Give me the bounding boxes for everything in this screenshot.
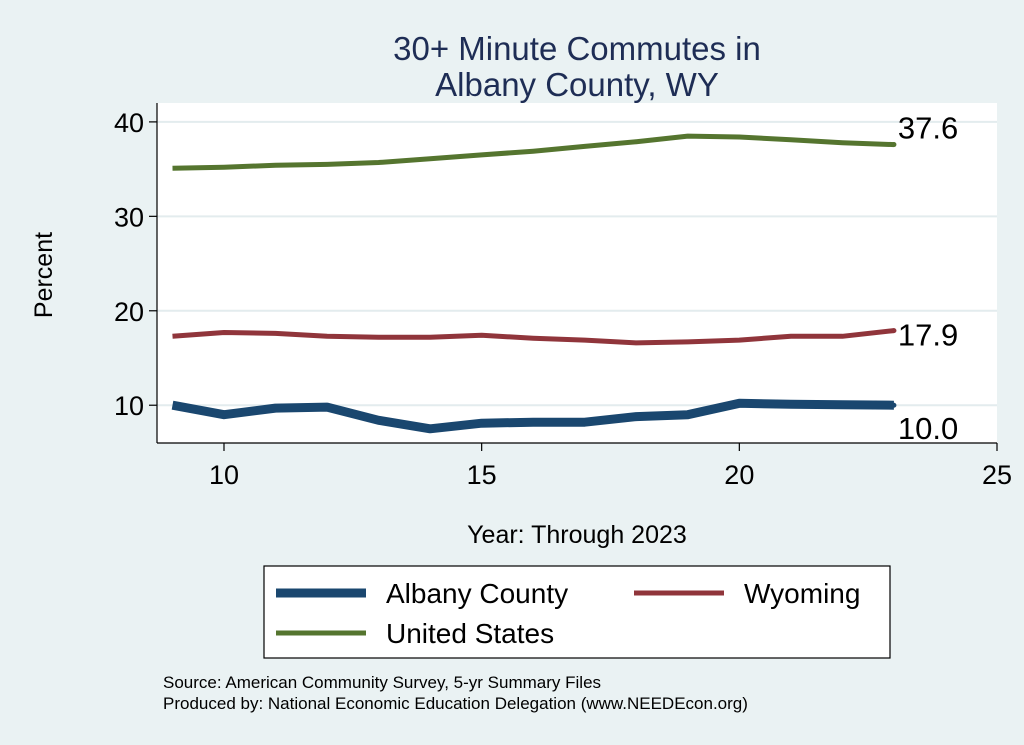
y-axis-label: Percent (30, 232, 58, 318)
x-tick-label: 20 (724, 460, 754, 490)
y-axis-ticks: 10 20 30 40 (114, 108, 157, 421)
y-tick-label: 30 (114, 202, 144, 232)
plot-area (157, 103, 997, 443)
legend-label-wyoming: Wyoming (744, 578, 860, 609)
legend-box (263, 565, 891, 659)
legend-label-united-states: United States (386, 618, 554, 649)
x-tick-label: 10 (209, 460, 239, 490)
series-line-albany-county (171, 398, 894, 434)
end-label-albany-county: 10.0 (898, 411, 958, 446)
series-lines (171, 133, 895, 434)
legend: Albany County Wyoming United States (263, 565, 891, 659)
y-tick-label: 20 (114, 297, 144, 327)
legend-label-albany-county: Albany County (386, 578, 568, 609)
end-point-albany-county (891, 402, 897, 408)
x-tick-label: 25 (982, 460, 1012, 490)
series-line-wyoming (172, 328, 895, 346)
end-point-wyoming (891, 328, 897, 334)
x-axis-label: Year: Through 2023 (467, 521, 687, 549)
x-tick-label: 15 (467, 460, 497, 490)
y-tick-label: 40 (114, 108, 144, 138)
x-axis-ticks: 10 15 20 25 (209, 443, 1012, 490)
end-label-united-states: 37.6 (898, 111, 958, 146)
chart-title-line-1: 30+ Minute Commutes in (393, 30, 761, 67)
y-tick-label: 10 (114, 391, 144, 421)
chart-title-line-2: Albany County, WY (435, 66, 719, 103)
source-note: Source: American Community Survey, 5-yr … (163, 673, 601, 692)
series-line-united-states (172, 133, 894, 171)
produced-by-note: Produced by: National Economic Education… (163, 694, 748, 713)
end-label-wyoming: 17.9 (898, 318, 958, 353)
end-point-united-states (891, 142, 897, 148)
end-labels: 10.0 17.9 37.6 (891, 111, 958, 446)
